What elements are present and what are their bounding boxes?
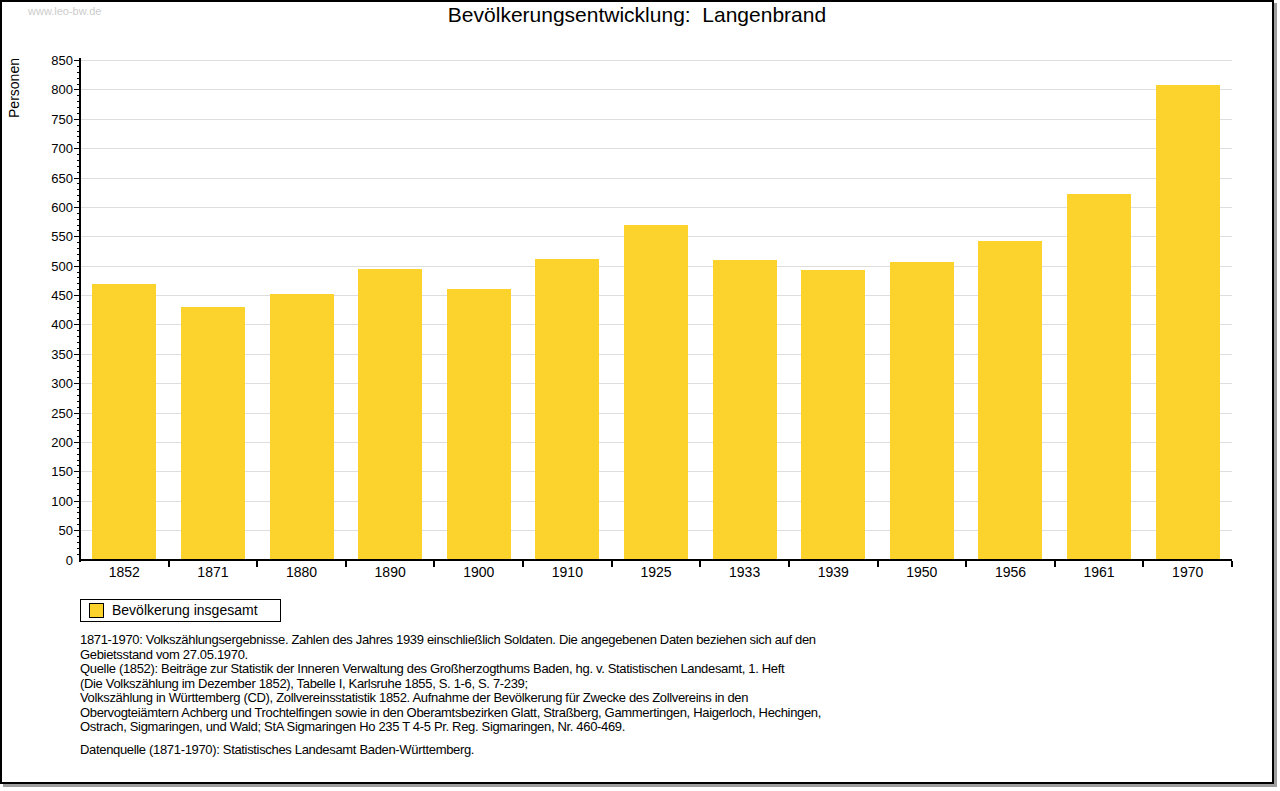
x-tick-label: 1900 <box>463 565 494 579</box>
gridline-800 <box>81 89 1232 90</box>
bar-1852 <box>92 284 156 560</box>
y-tick-label: 200 <box>51 436 73 449</box>
footer-line: 1871-1970: Volkszählungsergebnisse. Zahl… <box>80 633 821 648</box>
x-tick <box>433 561 435 567</box>
x-tick <box>1054 561 1056 567</box>
bar-1933 <box>713 260 777 560</box>
bar-1961 <box>1067 194 1131 560</box>
x-tick-label: 1970 <box>1172 565 1203 579</box>
footer-line: Quelle (1852): Beiträge zur Statistik de… <box>80 662 821 677</box>
x-tick <box>877 561 879 567</box>
bar-1880 <box>270 294 334 560</box>
x-tick-label: 1950 <box>906 565 937 579</box>
x-tick <box>788 561 790 567</box>
x-tick <box>965 561 967 567</box>
y-tick-label: 550 <box>51 230 73 243</box>
y-tick-label: 500 <box>51 260 73 273</box>
x-tick-label: 1852 <box>109 565 140 579</box>
y-tick-label: 300 <box>51 377 73 390</box>
y-tick-label: 350 <box>51 348 73 361</box>
x-tick <box>345 561 347 567</box>
x-axis-line <box>79 559 1232 561</box>
x-tick-label: 1925 <box>640 565 671 579</box>
y-tick-label: 800 <box>51 83 73 96</box>
y-tick-label: 600 <box>51 201 73 214</box>
y-axis-line <box>79 58 81 562</box>
footer-line: Gebietsstand vom 27.05.1970. <box>80 648 821 663</box>
x-tick-label: 1910 <box>552 565 583 579</box>
bar-1956 <box>978 241 1042 560</box>
footer-line: Volkszählung in Württemberg (CD), Zollve… <box>80 691 821 706</box>
x-tick-label: 1890 <box>375 565 406 579</box>
y-tick-label: 0 <box>66 554 73 567</box>
x-tick-label: 1933 <box>729 565 760 579</box>
x-tick <box>1142 561 1144 567</box>
data-source-line: Datenquelle (1871-1970): Statistisches L… <box>80 743 821 758</box>
y-tick-label: 150 <box>51 465 73 478</box>
x-tick <box>1231 561 1233 567</box>
y-tick-label: 750 <box>51 113 73 126</box>
x-tick <box>256 561 258 567</box>
bar-1970 <box>1156 85 1220 560</box>
y-tick-label: 100 <box>51 495 73 508</box>
y-tick-label: 850 <box>51 54 73 67</box>
gridline-650 <box>81 178 1232 179</box>
x-tick-label: 1871 <box>197 565 228 579</box>
footer-line: (Die Volkszählung im Dezember 1852), Tab… <box>80 677 821 692</box>
gridline-850 <box>81 60 1232 61</box>
legend: Bevölkerung insgesamt <box>80 599 281 622</box>
gridline-750 <box>81 119 1232 120</box>
y-tick-label: 50 <box>59 524 73 537</box>
x-tick-label: 1961 <box>1083 565 1114 579</box>
footer-notes: 1871-1970: Volkszählungsergebnisse. Zahl… <box>80 633 821 757</box>
x-tick <box>522 561 524 567</box>
gridline-600 <box>81 207 1232 208</box>
footer-source-text: 1871-1970: Volkszählungsergebnisse. Zahl… <box>80 633 821 735</box>
x-tick-label: 1956 <box>995 565 1026 579</box>
bar-1890 <box>358 269 422 560</box>
y-tick-label: 450 <box>51 289 73 302</box>
legend-swatch <box>89 603 104 618</box>
bar-1925 <box>624 225 688 560</box>
y-tick-label: 250 <box>51 407 73 420</box>
legend-label: Bevölkerung insgesamt <box>112 600 258 621</box>
x-tick <box>168 561 170 567</box>
bar-1871 <box>181 307 245 560</box>
bar-1939 <box>801 270 865 560</box>
x-tick <box>699 561 701 567</box>
x-tick-label: 1939 <box>818 565 849 579</box>
footer-line: Obervogteiämtern Achberg und Trochtelfin… <box>80 706 821 721</box>
y-tick-label: 700 <box>51 142 73 155</box>
y-tick-label: 400 <box>51 318 73 331</box>
x-tick-label: 1880 <box>286 565 317 579</box>
gridline-700 <box>81 148 1232 149</box>
footer-line: Ostrach, Sigmaringen, und Wald; StA Sigm… <box>80 720 821 735</box>
bar-1900 <box>447 289 511 560</box>
bar-1950 <box>890 262 954 560</box>
y-tick-label: 650 <box>51 172 73 185</box>
bar-1910 <box>535 259 599 560</box>
x-tick <box>611 561 613 567</box>
